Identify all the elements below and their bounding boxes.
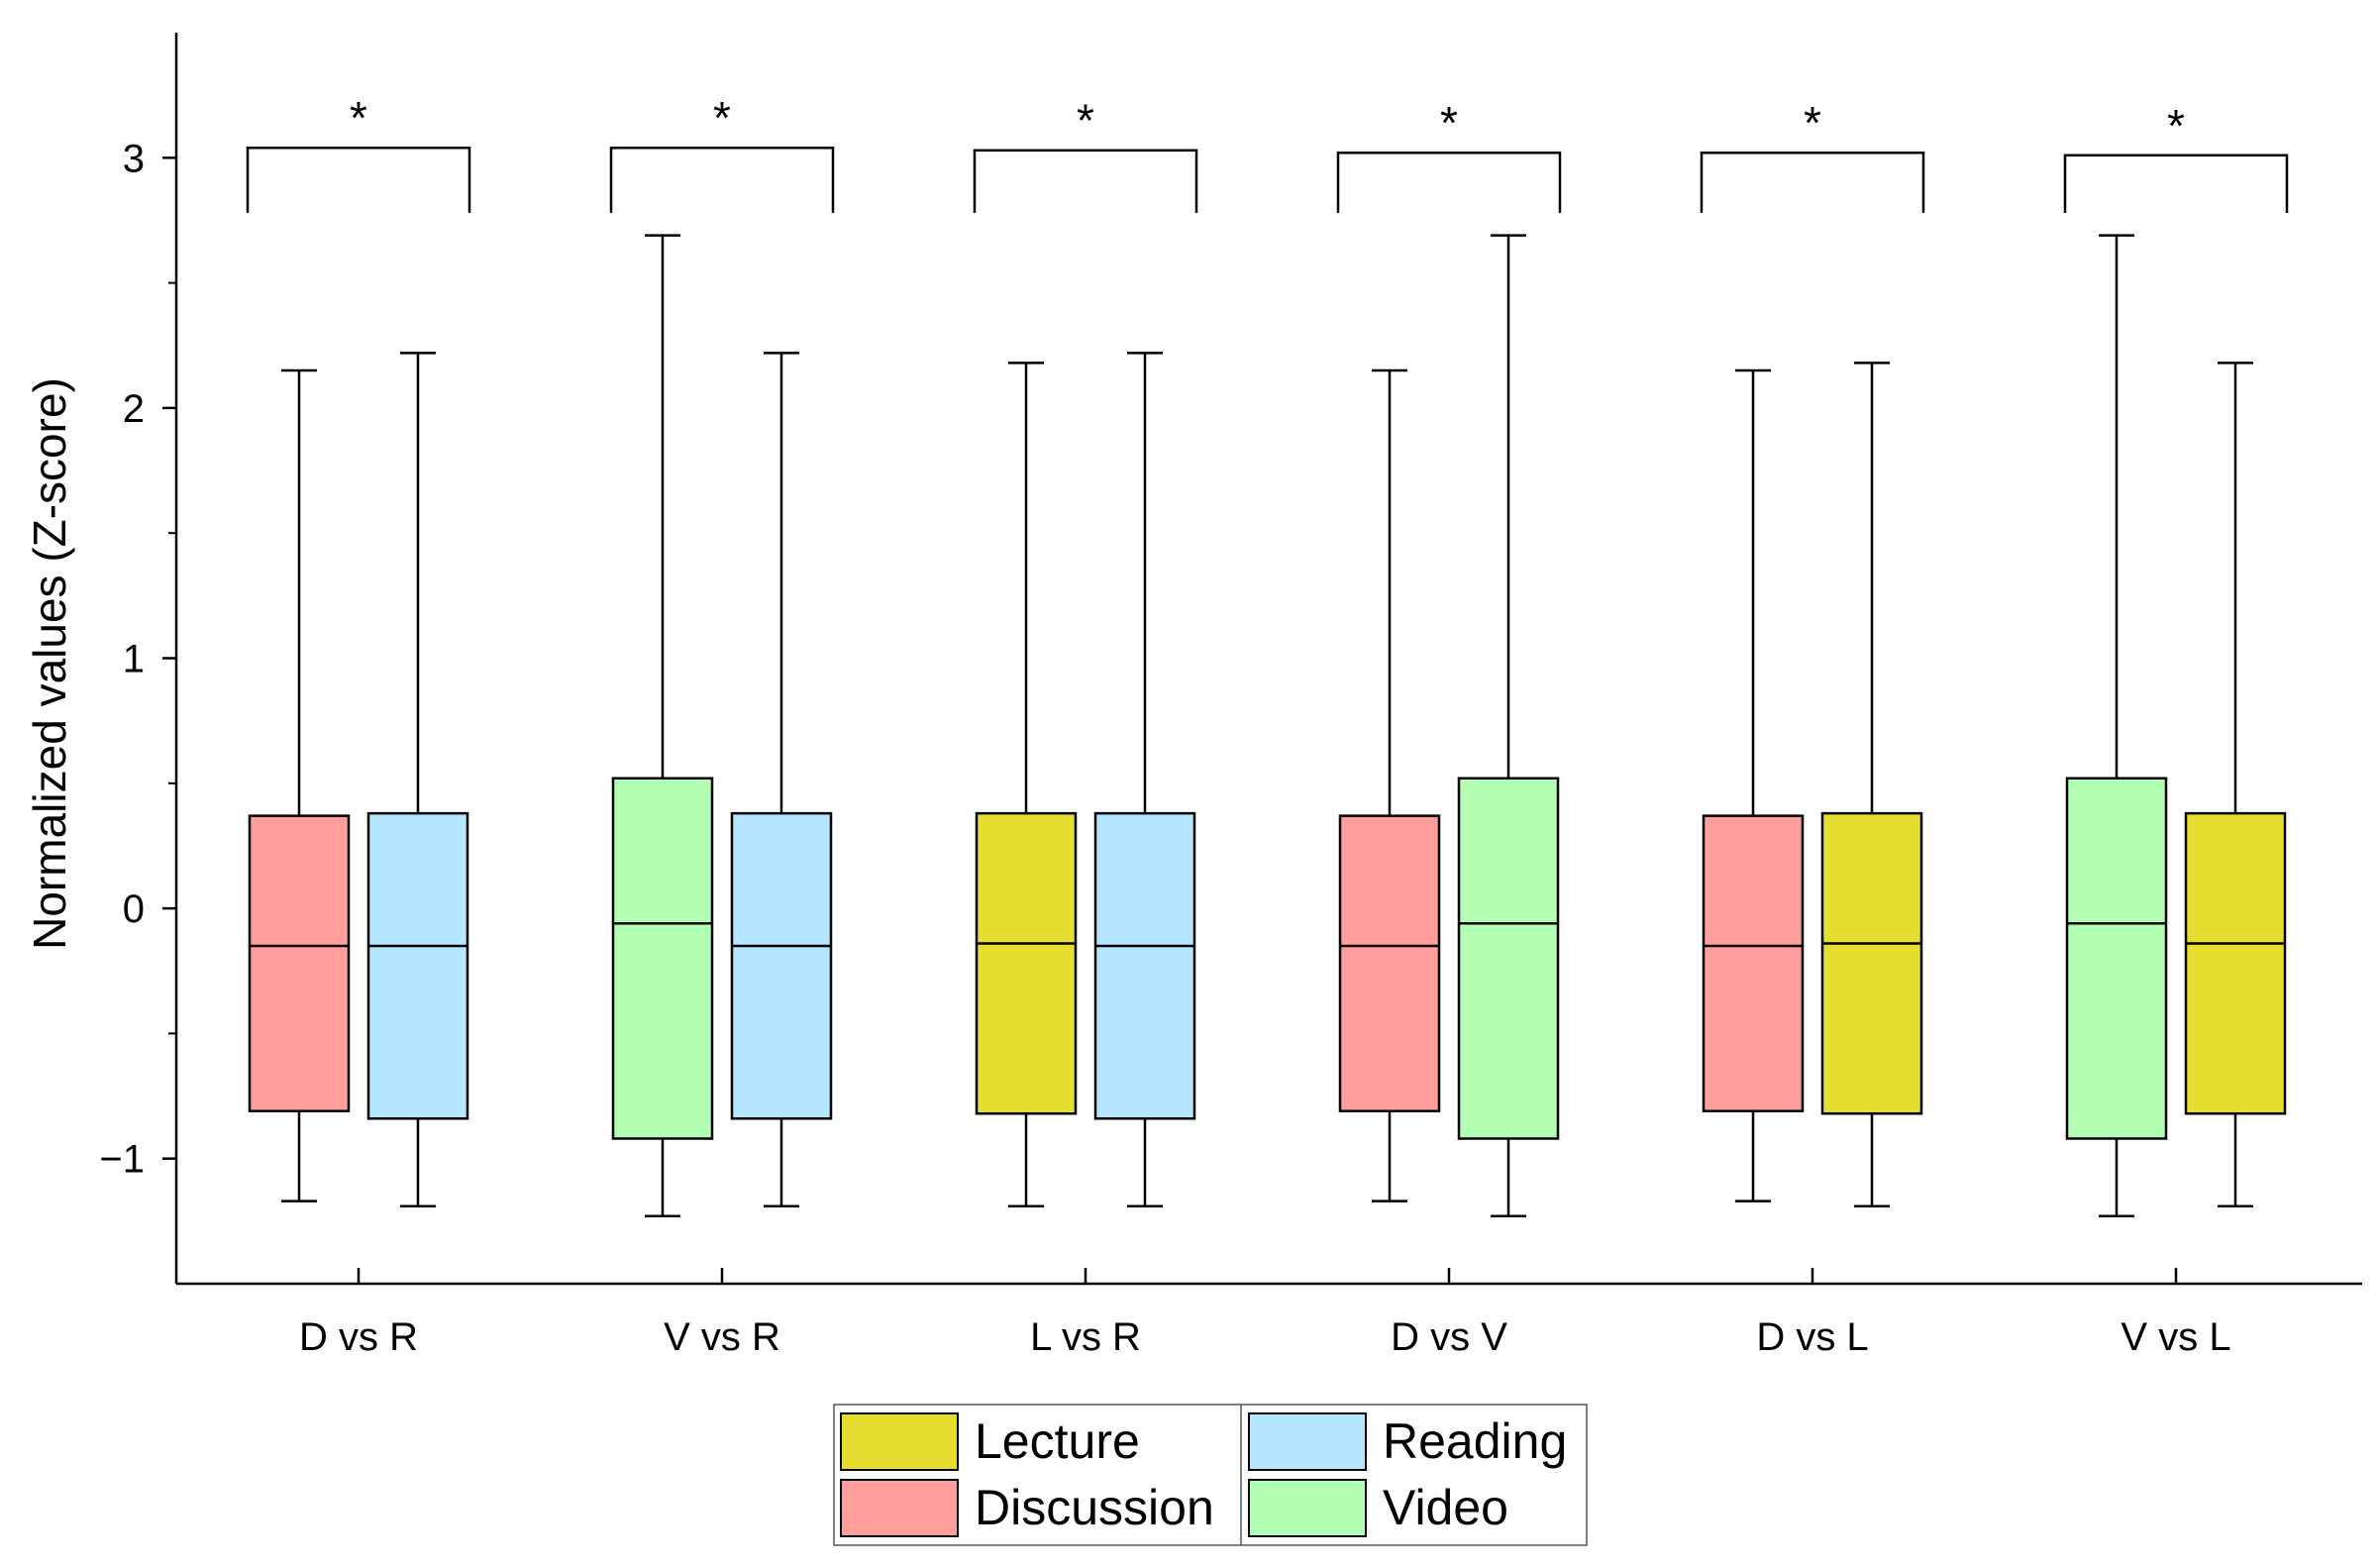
box-lecture: [2184, 811, 2287, 1115]
box-discussion: [1702, 814, 1805, 1112]
legend-swatch-reading: [1248, 1412, 1367, 1471]
plot-area: * * * * * *: [246, 92, 2289, 1218]
axes: Normalized values (Z-score) −1 0 1 2 3 D vs R…: [24, 33, 2362, 1359]
significance-bracket: [973, 149, 1198, 213]
legend-label-lecture: Lecture: [975, 1413, 1140, 1469]
significance-bracket: [1700, 151, 1925, 213]
legend-label-video: Video: [1383, 1480, 1508, 1535]
box-lecture: [975, 811, 1078, 1115]
box-discussion: [248, 814, 351, 1112]
x-tick-label: D vs R: [299, 1315, 418, 1359]
significance-star: *: [1804, 97, 1821, 149]
x-tick-label: D vs V: [1391, 1315, 1507, 1359]
legend-swatch-discussion: [840, 1479, 959, 1537]
y-tick-label: 3: [123, 137, 145, 180]
y-tick-label: 2: [123, 387, 145, 431]
significance-bracket: [1336, 151, 1562, 213]
legend-label-reading: Reading: [1383, 1413, 1567, 1469]
significance-star: *: [2167, 100, 2185, 152]
legend-frame: [833, 1404, 1588, 1546]
box-reading: [730, 811, 833, 1120]
legend-label-discussion: Discussion: [975, 1480, 1214, 1535]
legend-swatch-video: [1248, 1479, 1367, 1537]
significance-star: *: [350, 92, 367, 144]
box-reading: [1093, 811, 1196, 1120]
x-tick-label: V vs R: [664, 1315, 780, 1359]
box-discussion: [1338, 814, 1441, 1112]
y-axis-title: Normalized values (Z-score): [24, 377, 75, 950]
box-video: [611, 777, 714, 1140]
legend: Lecture Reading Discussion Video: [833, 1404, 1588, 1546]
significance-bracket: [246, 146, 471, 213]
box-reading: [366, 811, 469, 1120]
legend-swatch-lecture: [840, 1412, 959, 1471]
significance-bracket: [609, 146, 835, 213]
y-tick-label: 1: [123, 638, 145, 681]
box-video: [1457, 777, 1560, 1140]
x-tick-label: D vs L: [1756, 1315, 1868, 1359]
significance-bracket: [2063, 154, 2289, 213]
significance-star: *: [713, 92, 731, 144]
x-tick-label: V vs L: [2121, 1315, 2230, 1359]
y-tick-label: 0: [123, 887, 145, 931]
significance-star: *: [1077, 95, 1094, 147]
x-tick-label: L vs R: [1030, 1315, 1141, 1359]
box-video: [2065, 777, 2168, 1140]
significance-star: *: [1440, 97, 1458, 149]
box-lecture: [1820, 811, 1923, 1115]
y-tick-label: −1: [99, 1138, 145, 1182]
